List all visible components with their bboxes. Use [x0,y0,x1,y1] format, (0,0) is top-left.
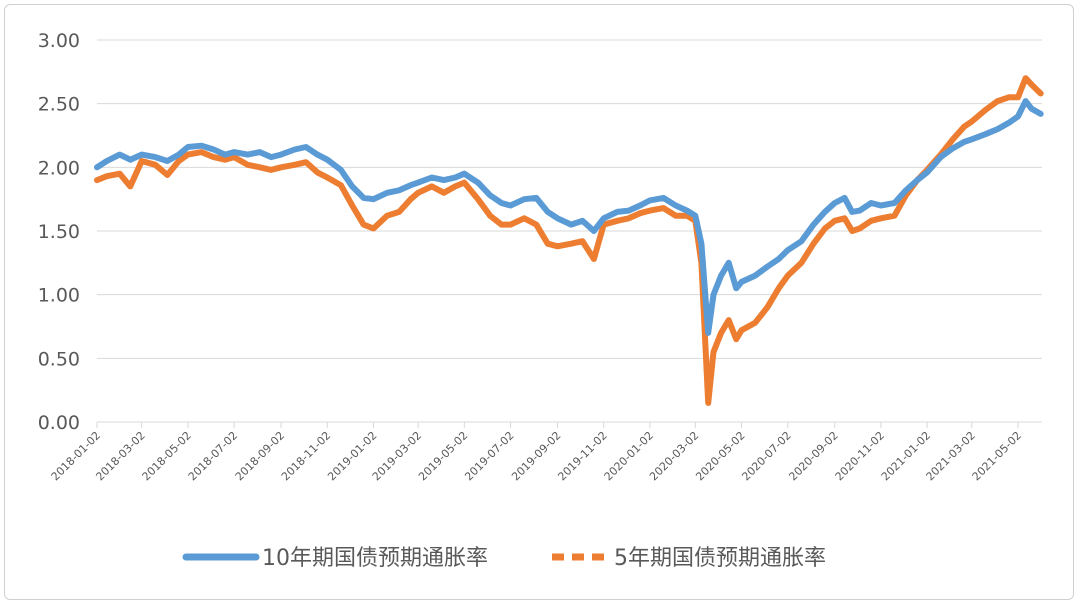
y-axis-ticks: 3.00 2.50 2.00 1.50 1.00 0.50 0.00 [38,30,80,434]
y-tick-label: 0.50 [38,348,80,370]
legend-label-10y: 10年期国债预期通胀率 [262,546,488,571]
series-line-10y [94,98,1044,336]
y-tick-label: 2.00 [38,157,80,179]
y-tick-label: 0.00 [38,412,80,434]
x-axis-ticks: 2018-01-022018-03-022018-05-022018-07-02… [49,422,1024,483]
series-line-5y [94,75,1044,406]
x-tick-label: 2020-07-02 [739,429,793,483]
legend-label-5y: 5年期国债预期通胀率 [614,546,826,571]
x-tick-label: 2018-07-02 [186,429,240,483]
legend: 10年期国债预期通胀率 5年期国债预期通胀率 [182,546,826,571]
gridlines [97,39,1042,423]
x-tick-label: 2019-07-02 [462,429,516,483]
y-tick-label: 2.50 [38,94,80,116]
y-tick-label: 1.50 [38,221,80,243]
y-tick-label: 1.00 [38,285,80,307]
x-tick-label: 2021-05-02 [970,429,1024,483]
legend-item-5y: 5年期国债预期通胀率 [552,546,826,571]
legend-item-10y: 10年期国债预期通胀率 [182,546,488,571]
y-tick-label: 3.00 [38,30,80,52]
series-lines [94,75,1044,406]
